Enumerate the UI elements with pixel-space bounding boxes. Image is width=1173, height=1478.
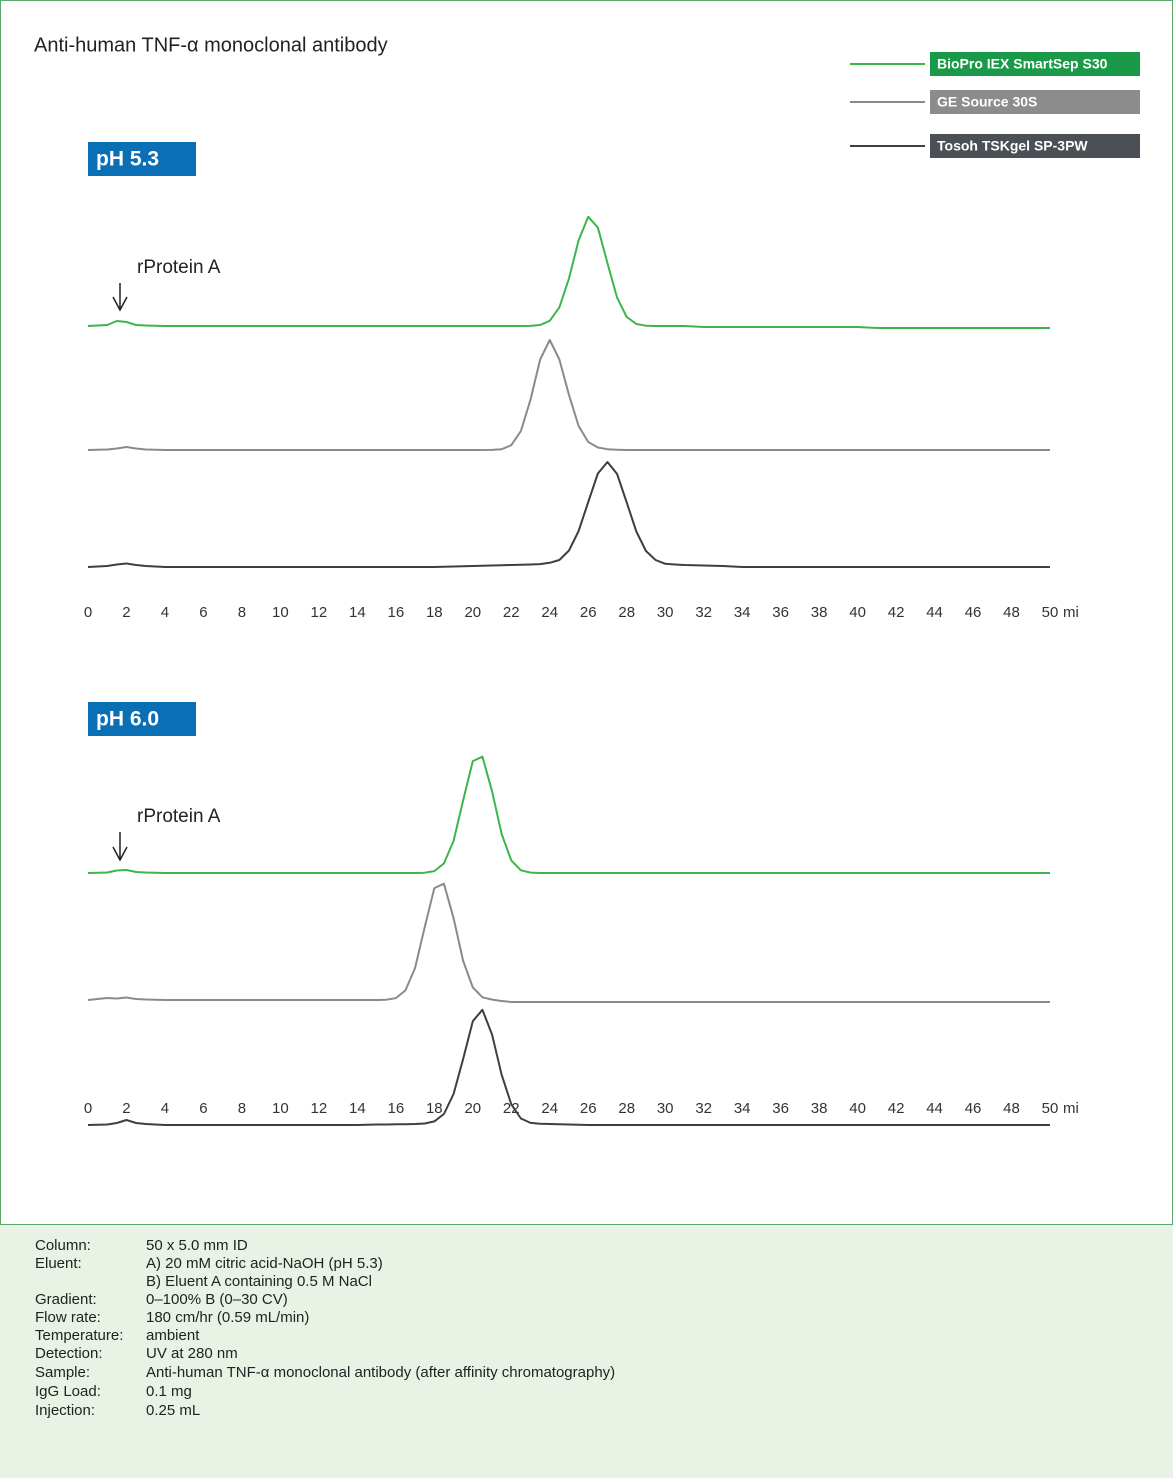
x-tick-label: 10 <box>272 604 289 621</box>
x-tick-label: 28 <box>618 604 635 621</box>
x-axis-label: mi <box>1063 604 1079 621</box>
x-tick-label: 32 <box>695 604 712 621</box>
trace <box>87 215 1050 329</box>
x-tick-label: 2 <box>122 1100 130 1117</box>
condition-label: Temperature: <box>35 1327 124 1344</box>
x-tick-label: 4 <box>161 1100 169 1117</box>
x-tick-label: 16 <box>387 1100 404 1117</box>
x-tick-label: 8 <box>238 604 246 621</box>
x-tick-label: 38 <box>811 604 828 621</box>
condition-label: Sample: <box>35 1364 91 1381</box>
condition-label: Column: <box>35 1237 91 1254</box>
x-tick-label: 12 <box>311 604 328 621</box>
x-tick-label: 16 <box>387 604 404 621</box>
x-tick-label: 4 <box>161 604 169 621</box>
ph-label: pH 5.3 <box>96 148 159 171</box>
x-tick-label: 14 <box>349 1100 366 1117</box>
x-tick-label: 36 <box>772 604 789 621</box>
condition-label: Gradient: <box>35 1291 97 1308</box>
x-tick-label: 34 <box>734 604 751 621</box>
chart: Anti-human TNF-α monoclonal antibody Bio… <box>34 34 1140 1126</box>
x-tick-label: 46 <box>965 1100 982 1117</box>
legend-label: Tosoh TSKgel SP-3PW <box>937 138 1088 154</box>
x-tick-label: 18 <box>426 604 443 621</box>
x-tick-label: 8 <box>238 1100 246 1117</box>
x-tick-label: 32 <box>695 1100 712 1117</box>
condition-label: IgG Load: <box>35 1383 101 1400</box>
x-tick-label: 36 <box>772 1100 789 1117</box>
conditions-panel: Column: 50 x 5.0 mm ID Eluent: A) 20 mM cit… <box>0 1224 1173 1478</box>
x-tick-label: 46 <box>965 604 982 621</box>
condition-label: Detection: <box>35 1345 103 1362</box>
x-tick-label: 34 <box>734 1100 751 1117</box>
x-tick-label: 0 <box>84 1100 92 1117</box>
x-tick-label: 20 <box>464 1100 481 1117</box>
figure-title: Anti-human TNF-α monoclonal antibody <box>34 34 388 56</box>
x-tick-label: 6 <box>199 604 207 621</box>
x-tick-label: 14 <box>349 604 366 621</box>
x-tick-label: 6 <box>199 1100 207 1117</box>
trace <box>87 461 1050 568</box>
annotation: rProtein A <box>137 806 221 827</box>
x-tick-label: 44 <box>926 604 943 621</box>
trace <box>87 339 1050 451</box>
annotation: rProtein A <box>137 257 221 278</box>
condition-value: Anti-human TNF-α monoclonal antibody (af… <box>146 1364 616 1381</box>
x-tick-label: 28 <box>618 1100 635 1117</box>
condition-label: Injection: <box>35 1402 96 1419</box>
ph-badge <box>88 702 196 736</box>
x-tick-label: 12 <box>311 1100 328 1117</box>
x-tick-label: 20 <box>464 604 481 621</box>
legend-box <box>930 134 1140 158</box>
ph-label: pH 6.0 <box>96 708 159 731</box>
condition-value: 0.1 mg <box>146 1383 192 1400</box>
x-tick-label: 18 <box>426 1100 443 1117</box>
legend-label: BioPro IEX SmartSep S30 <box>937 56 1108 72</box>
condition-value: 0–100% B (0–30 CV) <box>146 1291 288 1308</box>
x-tick-label: 42 <box>888 1100 905 1117</box>
legend-label: GE Source 30S <box>937 94 1037 110</box>
x-tick-label: 10 <box>272 1100 289 1117</box>
x-tick-label: 26 <box>580 1100 597 1117</box>
condition-value: 180 cm/hr (0.59 mL/min) <box>146 1309 310 1326</box>
x-tick-label: 44 <box>926 1100 943 1117</box>
ph-badge <box>88 142 196 176</box>
x-tick-label: 50 <box>1042 604 1059 621</box>
x-tick-label: 2 <box>122 604 130 621</box>
x-tick-label: 48 <box>1003 604 1020 621</box>
x-tick-label: 30 <box>657 1100 674 1117</box>
condition-value: 50 x 5.0 mm ID <box>146 1237 248 1254</box>
x-tick-label: 38 <box>811 1100 828 1117</box>
x-axis-label: mi <box>1063 1100 1079 1117</box>
legend-box <box>930 52 1140 76</box>
x-tick-label: 22 <box>503 1100 520 1117</box>
x-tick-label: 30 <box>657 604 674 621</box>
condition-value: 0.25 mL <box>146 1402 201 1419</box>
condition-value: A) 20 mM citric acid-NaOH (pH 5.3) <box>146 1255 383 1272</box>
condition-value: UV at 280 nm <box>146 1345 238 1362</box>
x-tick-label: 40 <box>849 604 866 621</box>
condition-label: Flow rate: <box>35 1309 101 1326</box>
condition-value: ambient <box>146 1327 200 1344</box>
x-tick-label: 26 <box>580 604 597 621</box>
legend-box <box>930 90 1140 114</box>
x-tick-label: 42 <box>888 604 905 621</box>
condition-value: B) Eluent A containing 0.5 M NaCl <box>146 1273 372 1290</box>
x-tick-label: 40 <box>849 1100 866 1117</box>
condition-label: Eluent: <box>35 1255 82 1272</box>
trace <box>87 755 1050 874</box>
x-tick-label: 24 <box>541 1100 558 1117</box>
annotation-arrow <box>112 283 128 312</box>
x-tick-label: 0 <box>84 604 92 621</box>
x-tick-label: 48 <box>1003 1100 1020 1117</box>
x-tick-label: 50 <box>1042 1100 1059 1117</box>
x-tick-label: 24 <box>541 604 558 621</box>
x-tick-label: 22 <box>503 604 520 621</box>
trace <box>87 1008 1050 1126</box>
annotation-arrow <box>112 832 128 862</box>
trace <box>87 882 1050 1003</box>
